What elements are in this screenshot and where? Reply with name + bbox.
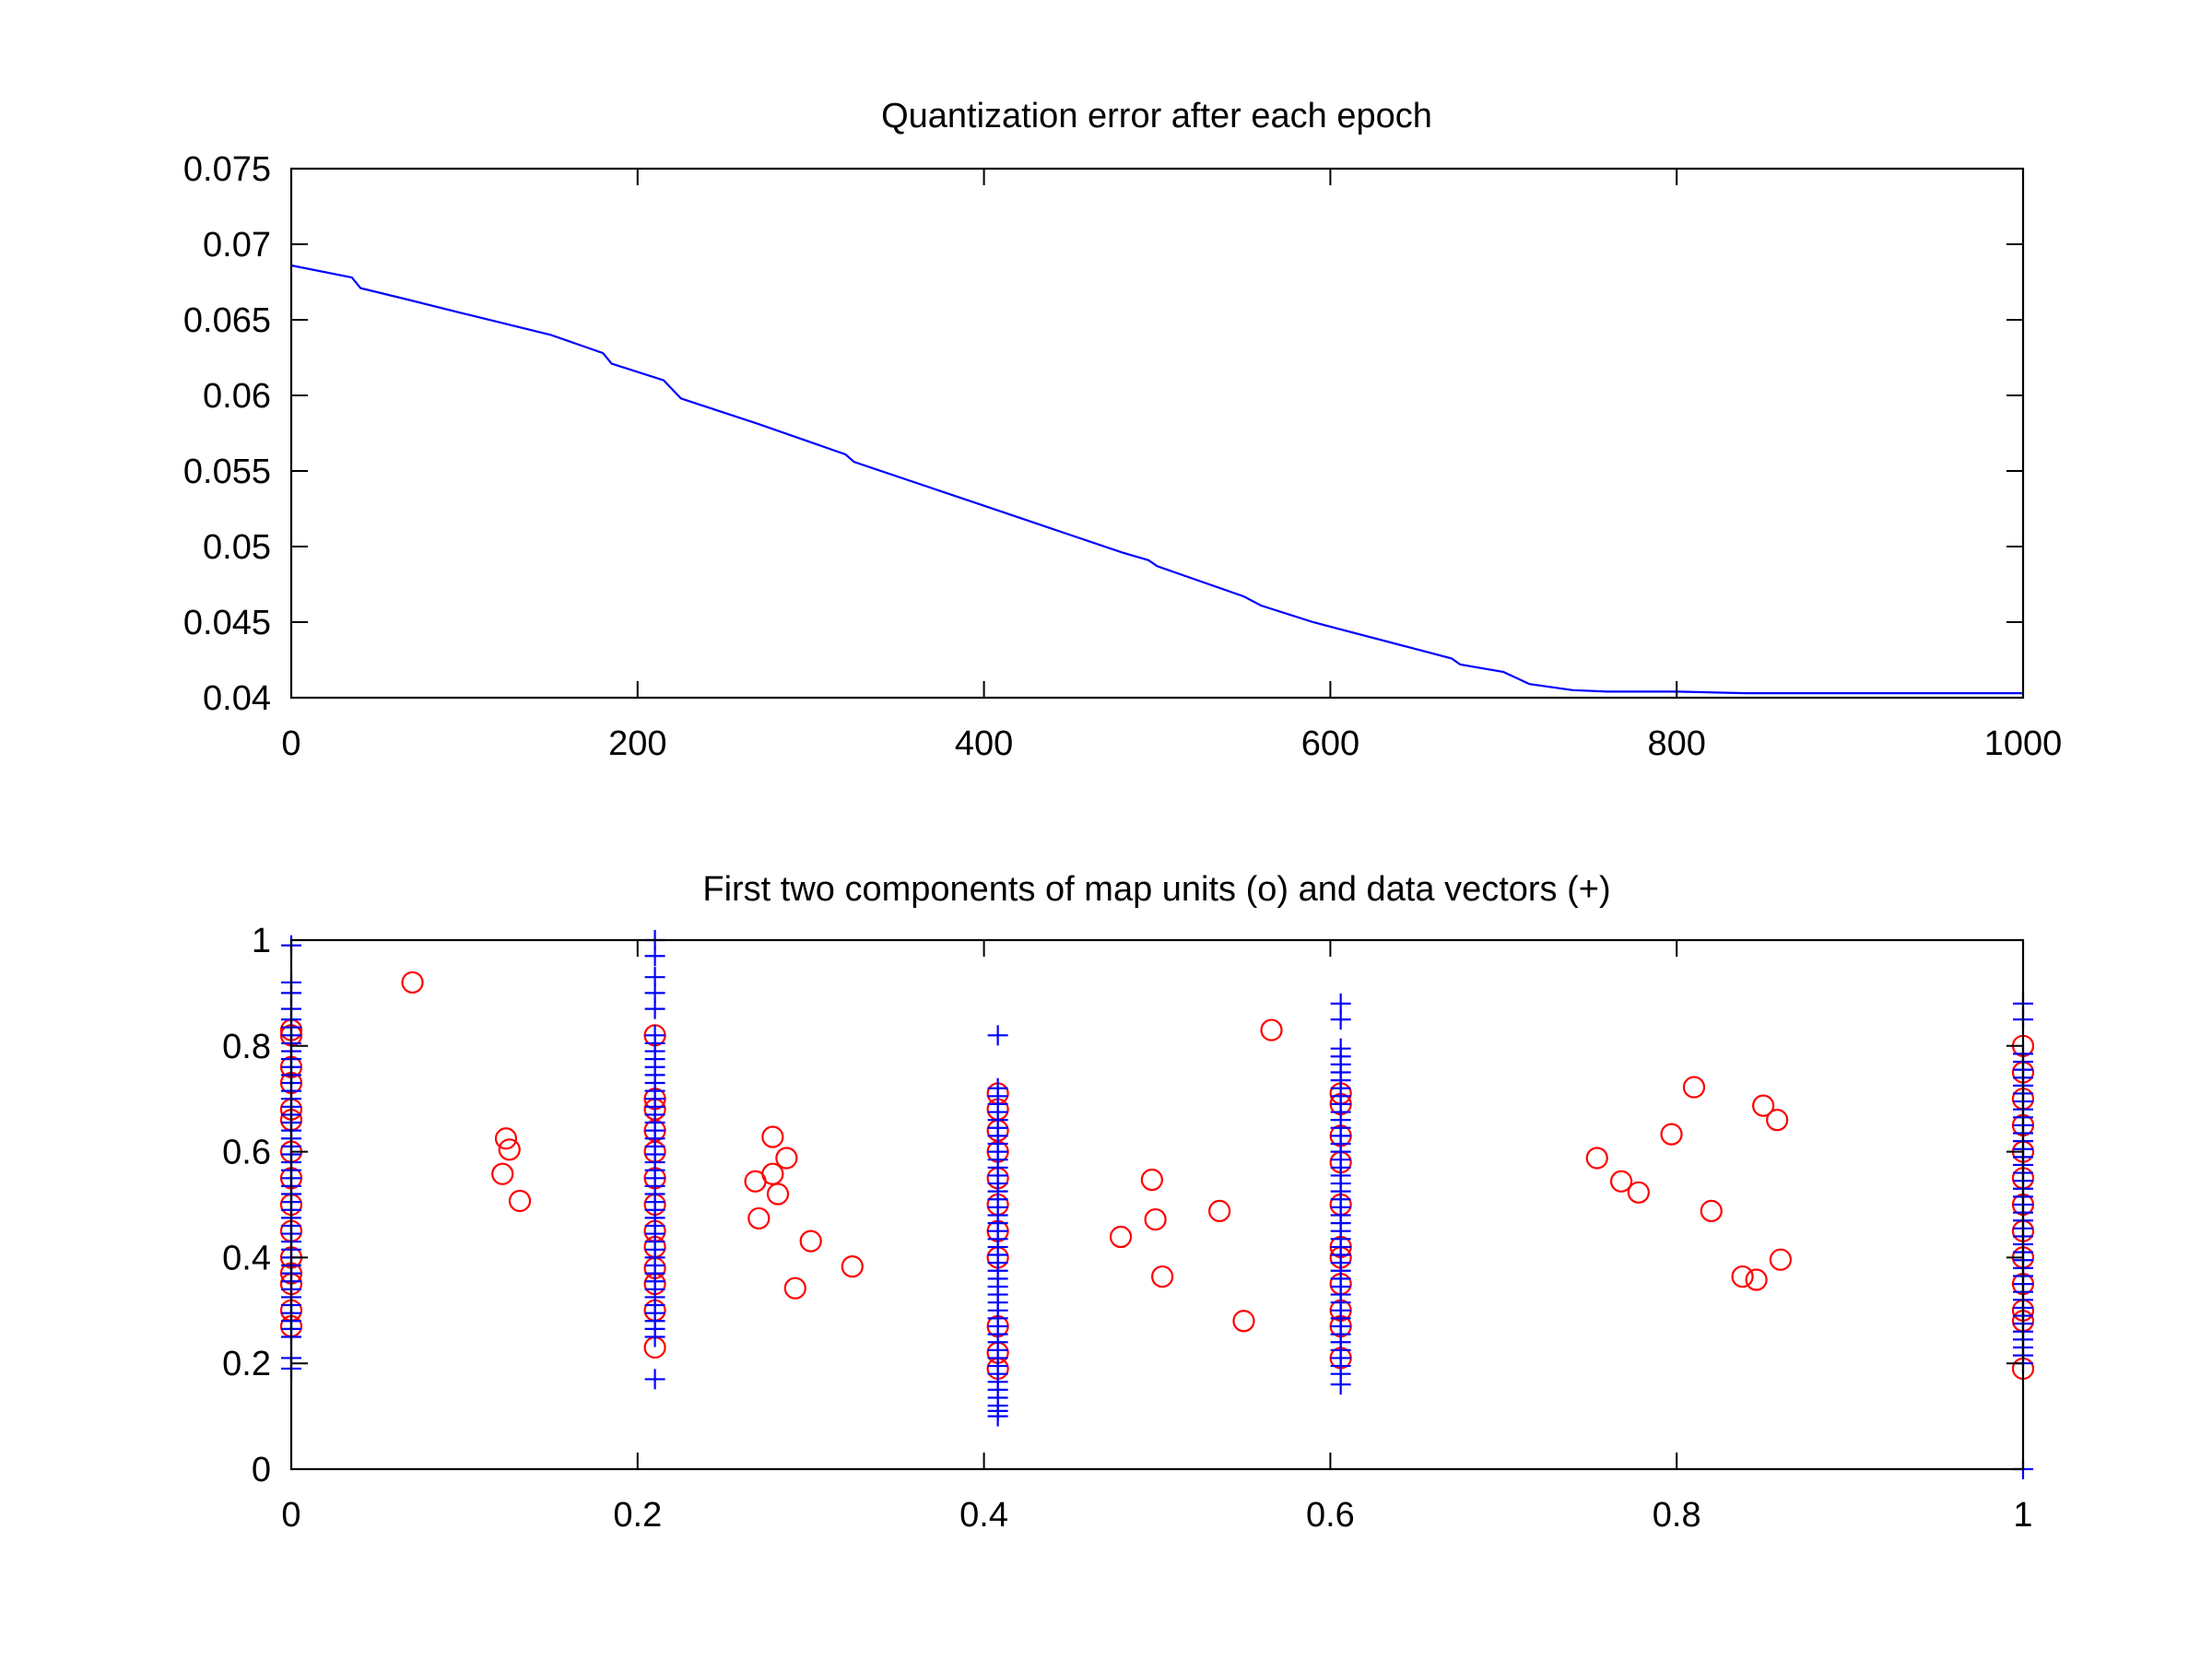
map-unit-circle-marker — [766, 1182, 790, 1206]
axes-frame — [289, 938, 2025, 1471]
map-unit-circle-marker — [1232, 1310, 1255, 1333]
plot-title: First two components of map units (o) an… — [702, 870, 1610, 909]
map-unit-circle-marker — [747, 1206, 771, 1230]
x-tick-label: 1 — [2013, 1496, 2032, 1535]
x-tick-label: 0.6 — [1306, 1496, 1355, 1535]
y-tick-label: 0.065 — [183, 301, 271, 340]
map-unit-circle-marker — [1260, 1018, 1283, 1041]
map-unit-circle-marker — [1609, 1170, 1633, 1193]
data-vector-plus-marker — [644, 1025, 665, 1046]
map-unit-circle-marker — [775, 1147, 798, 1170]
map-unit-circle-marker — [761, 1162, 784, 1185]
y-tick-label: 0.07 — [203, 226, 271, 265]
map-unit-circle-marker — [401, 971, 424, 994]
y-tick-label: 0.06 — [203, 377, 271, 416]
x-tick-label: 1000 — [1984, 724, 2063, 763]
x-tick-label: 0.8 — [1653, 1496, 1701, 1535]
axes-frame — [289, 167, 2025, 700]
data-vector-plus-marker — [1330, 993, 1351, 1014]
components-scatter-plot: First two components of map units (o) an… — [222, 870, 2034, 1535]
y-tick-label: 0.04 — [203, 679, 271, 718]
map-unit-circle-marker — [1109, 1225, 1133, 1249]
data-vector-plus-marker — [644, 1369, 665, 1390]
y-tick-label: 0.6 — [222, 1134, 271, 1172]
map-unit-circle-marker — [508, 1189, 532, 1213]
plot-title: Quantization error after each epoch — [881, 97, 1432, 135]
map-unit-circle-marker — [1731, 1265, 1754, 1288]
x-tick-label: 0 — [281, 724, 300, 763]
map-unit-circle-marker — [1208, 1199, 1231, 1222]
y-tick-label: 1 — [252, 922, 271, 960]
y-tick-label: 0.05 — [203, 528, 271, 567]
map-unit-circle-marker — [1769, 1248, 1793, 1271]
x-tick-label: 800 — [1647, 724, 1705, 763]
x-tick-label: 0.2 — [613, 1496, 662, 1535]
y-tick-label: 0.045 — [183, 604, 271, 642]
x-tick-label: 200 — [608, 724, 666, 763]
x-tick-label: 600 — [1301, 724, 1359, 763]
map-unit-circle-marker — [1766, 1109, 1789, 1132]
quantization-error-plot: Quantization error after each epoch 0 200… — [183, 97, 2062, 763]
map-unit-circle-marker — [491, 1162, 514, 1185]
map-unit-circle-marker — [841, 1255, 864, 1278]
x-tick-label: 0 — [281, 1496, 300, 1535]
data-vector-plus-marker — [987, 1025, 1008, 1046]
map-unit-circle-marker — [1585, 1147, 1608, 1170]
map-unit-circle-marker — [1700, 1199, 1723, 1222]
y-tick-label: 0.075 — [183, 150, 271, 189]
y-tick-label: 0.055 — [183, 453, 271, 491]
data-vector-plus-marker — [644, 967, 665, 988]
data-vector-plus-marker — [987, 1400, 1008, 1421]
data-vector-plus-marker — [1330, 1038, 1351, 1059]
map-unit-circle-marker — [494, 1127, 518, 1150]
map-unit-circle-marker — [1682, 1076, 1706, 1099]
map-unit-circle-marker — [498, 1138, 521, 1161]
y-tick-label: 0.4 — [222, 1239, 271, 1277]
data-vector-plus-marker — [987, 1077, 1008, 1099]
map-unit-circle-marker — [1745, 1268, 1768, 1291]
map-unit-circle-marker — [1627, 1181, 1650, 1204]
x-tick-label: 0.4 — [959, 1496, 1008, 1535]
map-unit-circle-marker — [1140, 1168, 1163, 1192]
map-unit-circle-marker — [1144, 1207, 1167, 1231]
map-unit-circle-marker — [1660, 1123, 1683, 1146]
y-tick-label: 0 — [252, 1451, 271, 1489]
data-vector-plus-marker — [1330, 1374, 1351, 1395]
map-unit-circle-marker — [783, 1277, 806, 1300]
error-series-line — [290, 264, 2023, 695]
data-layer — [290, 264, 2023, 695]
data-layer — [280, 930, 2034, 1479]
y-tick-label: 0.8 — [222, 1028, 271, 1066]
map-unit-circle-marker — [1151, 1265, 1174, 1288]
map-unit-circle-marker — [761, 1125, 784, 1148]
y-tick-label: 0.2 — [222, 1345, 271, 1383]
x-tick-label: 400 — [955, 724, 1013, 763]
map-unit-circle-marker — [1752, 1094, 1775, 1117]
map-unit-circle-marker — [799, 1230, 822, 1253]
